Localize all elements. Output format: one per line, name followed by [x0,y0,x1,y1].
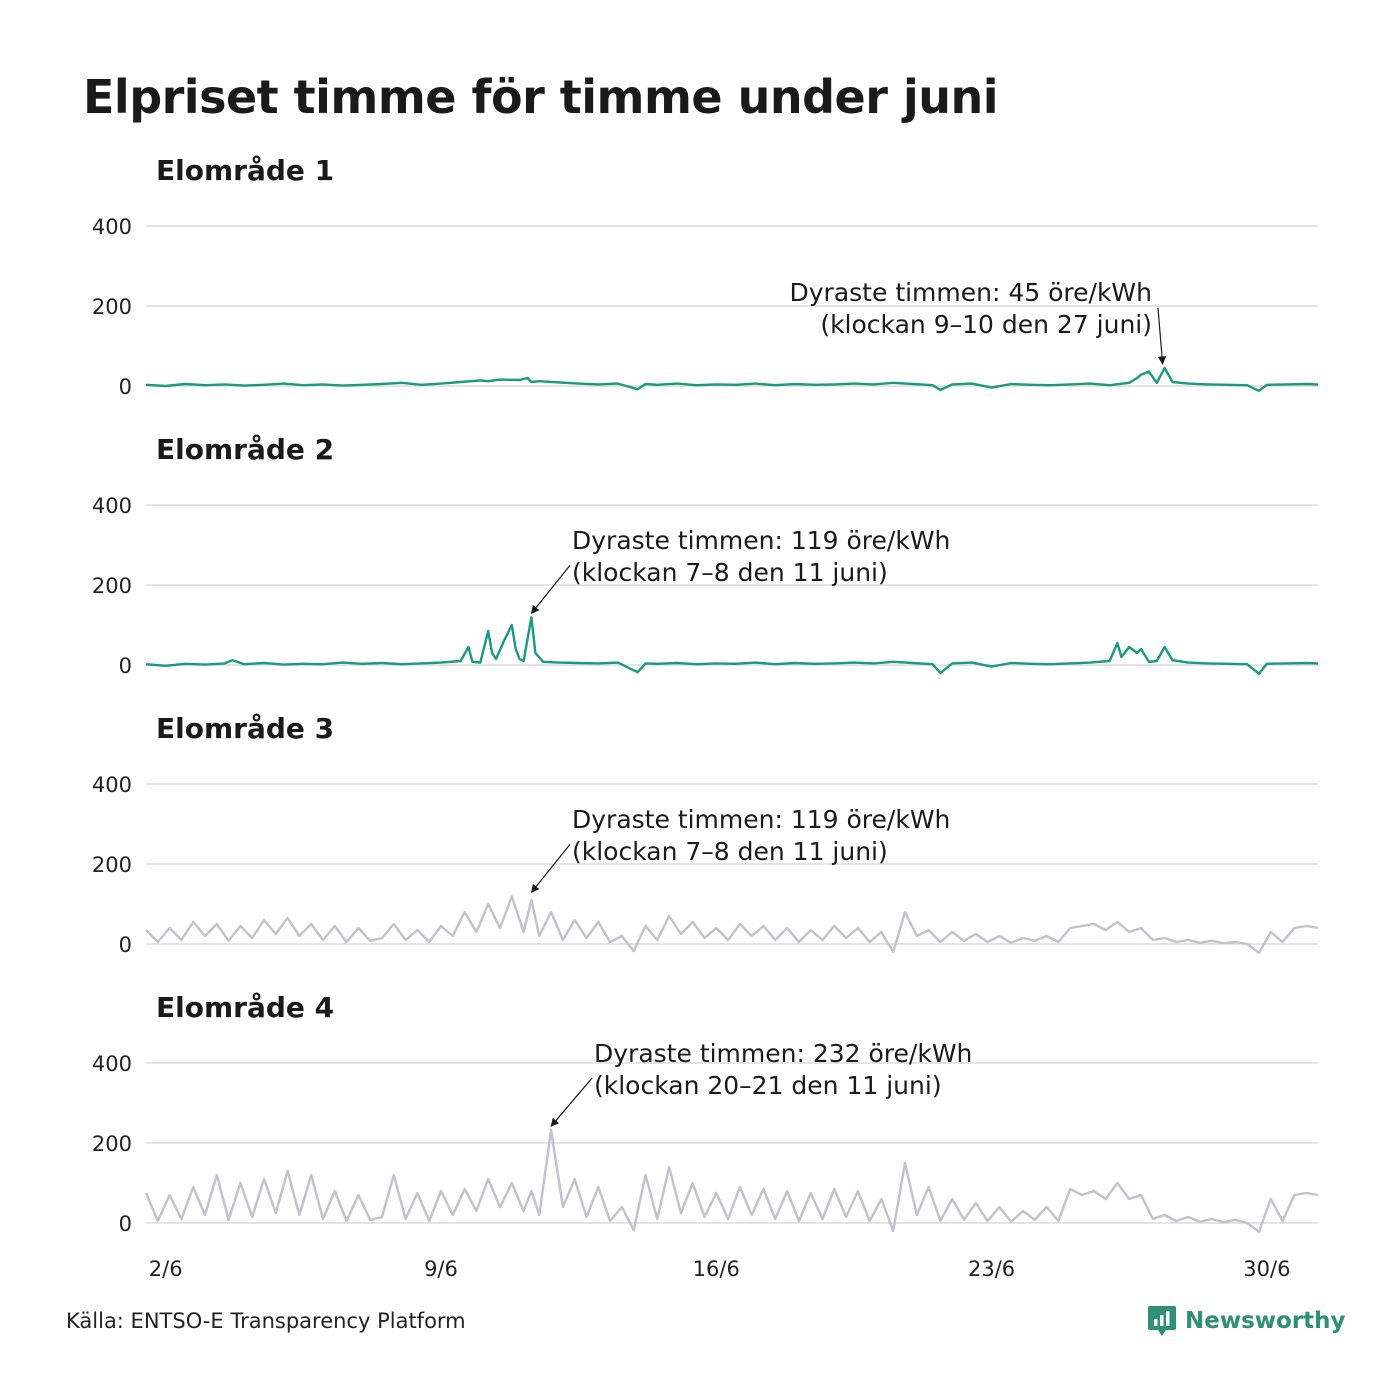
brand-logo: Newsworthy [1147,1304,1346,1338]
x-tick-label: 16/6 [693,1257,740,1281]
x-tick-label: 23/6 [968,1257,1015,1281]
annotation-text: Dyraste timmen: 232 öre/kWh [594,1039,972,1068]
y-tick-label: 400 [92,773,132,797]
annotation-text: (klockan 9–10 den 27 juni) [820,310,1152,339]
annotation-text: (klockan 20–21 den 11 juni) [594,1071,942,1100]
y-tick-label: 400 [92,1052,132,1076]
source-note: Källa: ENTSO-E Transparency Platform [66,1309,466,1333]
x-tick-label: 9/6 [424,1257,458,1281]
x-tick-label: 30/6 [1243,1257,1290,1281]
annotation-text: (klockan 7–8 den 11 juni) [572,837,888,866]
annotation-arrow [550,1077,593,1127]
chart-title: Elpriset timme för timme under juni [83,70,999,124]
panel-title: Elområde 4 [156,991,334,1024]
annotation-arrow [1157,307,1167,365]
newsworthy-logo-icon [1148,1306,1176,1336]
x-tick-label: 2/6 [149,1257,183,1281]
y-tick-label: 400 [92,494,132,518]
annotation-text: Dyraste timmen: 119 öre/kWh [572,805,950,834]
annotation-arrow [530,565,571,615]
y-tick-label: 400 [92,215,132,239]
y-tick-label: 0 [119,1212,132,1236]
series-line [145,366,1319,392]
panel-title: Elområde 2 [156,433,334,466]
y-tick-label: 0 [119,375,132,399]
y-tick-label: 200 [92,574,132,598]
y-tick-label: 0 [119,933,132,957]
annotation-text: (klockan 7–8 den 11 juni) [572,558,888,587]
y-tick-label: 0 [119,654,132,678]
panel-title: Elområde 1 [156,154,334,187]
y-tick-label: 200 [92,853,132,877]
y-tick-label: 200 [92,1132,132,1156]
series-line [145,895,1319,954]
annotation-arrow [530,844,571,894]
panel-title: Elområde 3 [156,712,334,745]
series-line [144,1129,1319,1233]
y-tick-label: 200 [92,295,132,319]
brand-name: Newsworthy [1185,1308,1346,1334]
annotation-text: Dyraste timmen: 119 öre/kWh [572,526,950,555]
series-line [145,616,1319,675]
annotation-text: Dyraste timmen: 45 öre/kWh [790,278,1152,307]
